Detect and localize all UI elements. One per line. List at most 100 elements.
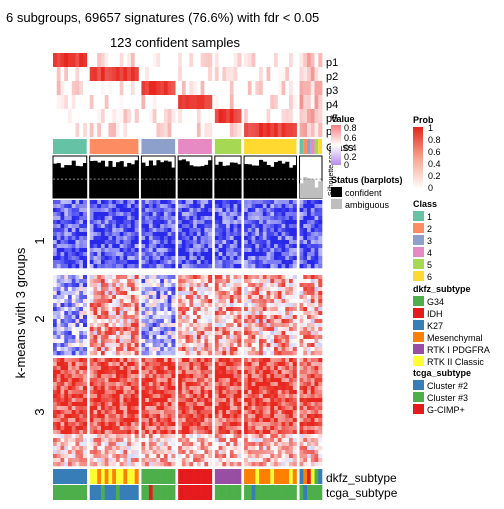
heatmap-cell xyxy=(244,224,248,228)
heatmap-cell xyxy=(112,256,116,260)
heatmap-cell xyxy=(289,366,293,370)
heatmap-cell xyxy=(127,295,131,299)
heatmap-cell xyxy=(93,454,97,458)
prob-cell xyxy=(116,95,120,109)
heatmap-cell xyxy=(252,220,256,224)
heatmap-cell xyxy=(315,307,319,311)
heatmap-cell xyxy=(311,398,315,402)
heatmap-cell xyxy=(267,283,271,287)
dkfz-cell xyxy=(57,469,61,484)
heatmap-cell xyxy=(149,446,153,450)
heatmap-cell xyxy=(171,200,175,204)
prob-cell xyxy=(204,67,208,81)
heatmap-cell xyxy=(270,418,274,422)
heatmap-cell xyxy=(204,442,208,446)
heatmap-cell xyxy=(244,200,248,204)
heatmap-cell xyxy=(255,426,259,430)
heatmap-cell xyxy=(285,362,289,366)
heatmap-cell xyxy=(311,422,315,426)
heatmap-cell xyxy=(97,410,101,414)
prob-cell xyxy=(182,53,186,67)
silhouette-bar xyxy=(112,167,116,198)
heatmap-cell xyxy=(64,402,68,406)
heatmap-cell xyxy=(204,335,208,339)
heatmap-cell xyxy=(131,426,135,430)
heatmap-cell xyxy=(248,378,252,382)
heatmap-cell xyxy=(97,303,101,307)
heatmap-cell xyxy=(300,228,304,232)
heatmap-cell xyxy=(270,454,274,458)
prob-cell xyxy=(215,53,219,67)
heatmap-cell xyxy=(274,343,278,347)
heatmap-cell xyxy=(123,236,127,240)
heatmap-cell xyxy=(307,319,311,323)
heatmap-cell xyxy=(149,283,153,287)
heatmap-cell xyxy=(278,438,282,442)
heatmap-cell xyxy=(90,347,94,351)
prob-cell xyxy=(156,95,160,109)
heatmap-cell xyxy=(289,418,293,422)
heatmap-cell xyxy=(156,331,160,335)
heatmap-cell xyxy=(64,220,68,224)
heatmap-cell xyxy=(219,362,223,366)
heatmap-cell xyxy=(123,366,127,370)
heatmap-cell xyxy=(234,327,238,331)
heatmap-cell xyxy=(204,315,208,319)
heatmap-cell xyxy=(278,406,282,410)
heatmap-cell xyxy=(300,232,304,236)
heatmap-cell xyxy=(259,244,263,248)
heatmap-cell xyxy=(83,224,87,228)
prob-cell xyxy=(303,53,307,67)
heatmap-cell xyxy=(259,260,263,264)
heatmap-cell xyxy=(116,343,120,347)
heatmap-cell xyxy=(101,446,105,450)
heatmap-cell xyxy=(285,434,289,438)
prob-cell xyxy=(164,95,168,109)
heatmap-cell xyxy=(83,220,87,224)
heatmap-cell xyxy=(68,418,72,422)
heatmap-cell xyxy=(208,458,212,462)
heatmap-cell xyxy=(90,410,94,414)
prob-cell xyxy=(201,67,205,81)
dkfz-legend-swatch xyxy=(413,344,424,354)
prob-cell xyxy=(101,95,105,109)
heatmap-cell xyxy=(230,398,234,402)
dkfz-cell xyxy=(259,469,263,484)
heatmap-cell xyxy=(153,307,157,311)
heatmap-cell xyxy=(204,422,208,426)
heatmap-cell xyxy=(57,232,61,236)
heatmap-cell xyxy=(53,402,57,406)
heatmap-cell xyxy=(293,315,297,319)
prob-cell xyxy=(208,53,212,67)
heatmap-cell xyxy=(127,220,131,224)
heatmap-cell xyxy=(285,256,289,260)
heatmap-cell xyxy=(105,307,109,311)
heatmap-cell xyxy=(108,327,112,331)
heatmap-cell xyxy=(255,382,259,386)
heatmap-cell xyxy=(116,224,120,228)
heatmap-cell xyxy=(72,220,76,224)
heatmap-cell xyxy=(248,458,252,462)
heatmap-cell xyxy=(285,410,289,414)
heatmap-cell xyxy=(53,446,57,450)
heatmap-cell xyxy=(131,438,135,442)
heatmap-cell xyxy=(120,224,124,228)
heatmap-cell xyxy=(120,220,124,224)
heatmap-cell xyxy=(303,248,307,252)
heatmap-cell xyxy=(219,382,223,386)
heatmap-cell xyxy=(315,204,319,208)
heatmap-cell xyxy=(274,362,278,366)
heatmap-cell xyxy=(252,374,256,378)
heatmap-cell xyxy=(193,315,197,319)
heatmap-cell xyxy=(60,378,64,382)
heatmap-cell xyxy=(75,299,79,303)
heatmap-cell xyxy=(259,434,263,438)
heatmap-cell xyxy=(189,236,193,240)
heatmap-cell xyxy=(311,339,315,343)
heatmap-cell xyxy=(274,204,278,208)
heatmap-cell xyxy=(230,327,234,331)
heatmap-cell xyxy=(116,430,120,434)
heatmap-cell xyxy=(64,442,68,446)
heatmap-cell xyxy=(153,438,157,442)
heatmap-cell xyxy=(311,303,315,307)
